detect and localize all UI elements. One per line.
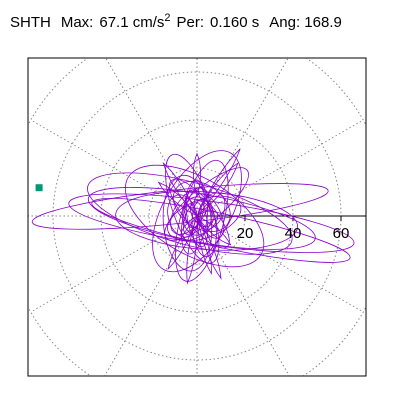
max-unit: cm/s [132,14,165,31]
trace-loop [189,200,214,228]
max-markers [35,184,43,192]
polar-grid [28,58,366,376]
trace-lobe [195,215,232,246]
particle-motion-trace [31,148,355,285]
tick-labels: 20 40 60 [237,225,350,242]
max-amplitude-marker [35,184,43,192]
max-unit-exponent: 2 [164,12,171,24]
trace-loop [175,159,229,282]
station-code: SHTH [10,14,51,31]
period-value: 0.160 s [210,14,260,31]
trace-loop [172,180,231,232]
radial-tick-label: 40 [285,225,302,242]
angle-value: 168.9 [304,14,342,31]
trace-lobe [193,152,201,199]
max-label: Max: [60,14,94,31]
trace-loop [197,192,226,230]
grid-spoke [105,58,198,217]
grid-spoke [196,215,364,313]
grid-spoke [196,119,364,217]
trace-lobe [186,215,198,285]
radial-tick-label: 20 [237,225,254,242]
grid-spoke [30,119,198,217]
trace-lobe [157,181,198,217]
trace-lobe [196,215,222,280]
trace-loop [180,210,219,241]
radial-tick-label: 60 [333,225,350,242]
period-label: Per: [176,14,205,31]
trace-loop [167,194,198,238]
chart-title: SHTH Max: 67.1 cm/s2 Per: 0.160 s Ang: 168.9 [10,12,342,32]
angle-label: Ang: [269,14,301,31]
trace-lobe [196,215,212,275]
max-value: 67.1 [99,14,129,31]
grid-spoke [30,215,198,313]
grid-spoke [196,215,290,376]
trace-lobe [196,162,239,217]
grid-spoke [196,58,289,217]
plot-frame [27,57,367,377]
trace-lobe [196,148,241,217]
trace-lobe [167,215,198,271]
trace-loop [170,187,210,235]
